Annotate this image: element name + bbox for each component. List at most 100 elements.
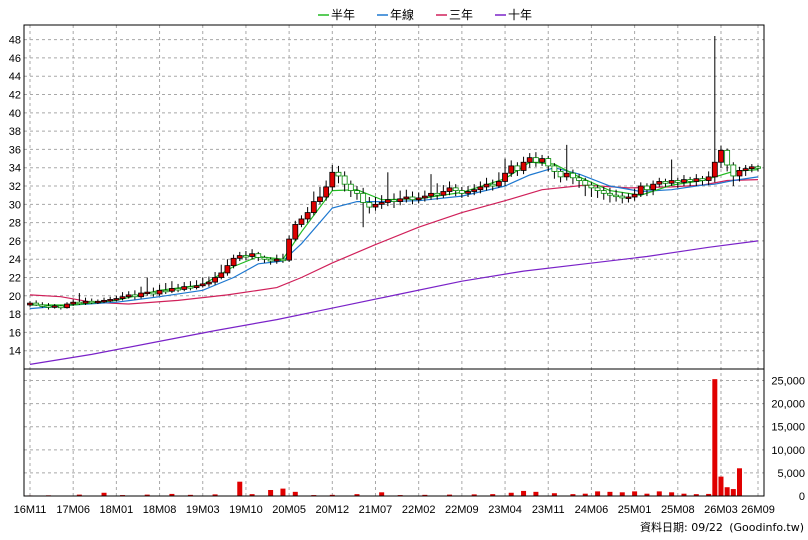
data-date-label: 資料日期: 09/22 — [640, 520, 723, 534]
candle-body — [292, 224, 299, 240]
candle-body — [489, 183, 496, 187]
volume-tick-label: 0 — [799, 491, 805, 503]
candle-body — [495, 181, 502, 187]
candle-body — [465, 191, 471, 194]
candle-body — [440, 191, 447, 196]
candle-body — [144, 291, 151, 295]
candle-body — [76, 301, 83, 305]
candle-body — [483, 183, 490, 188]
candle-body — [193, 285, 200, 288]
candle-body — [156, 289, 163, 295]
volume-bar — [693, 494, 699, 496]
candle-body — [718, 149, 724, 163]
candle-body — [674, 180, 681, 183]
candle-body — [27, 302, 33, 306]
candle-body — [372, 203, 379, 208]
candle-body — [520, 161, 527, 171]
volume-bar — [681, 493, 687, 496]
candle-body — [33, 302, 40, 306]
volume-bar — [551, 493, 557, 496]
volume-bar — [736, 468, 742, 496]
volume-axis-ticks: 0 5,000 10,000 15,000 20,000 25,000 — [771, 376, 805, 503]
date-tick-label: 25M01 — [618, 504, 652, 516]
candle-body — [175, 288, 181, 291]
candle-body — [600, 190, 607, 194]
date-tick-label: 22M02 — [402, 504, 436, 516]
volume-bar — [144, 494, 150, 496]
date-tick-label: 22M09 — [445, 504, 479, 516]
volume-tick-label: 25,000 — [771, 376, 805, 388]
candle-body — [557, 170, 564, 178]
candle-body — [607, 192, 613, 196]
volume-bar — [632, 491, 638, 496]
candle-body — [471, 189, 478, 192]
candle-body — [101, 299, 107, 303]
date-tick-label: 18M01 — [100, 504, 134, 516]
candle-body — [212, 277, 218, 283]
candle-body — [668, 180, 675, 184]
candle-body — [705, 176, 712, 181]
candle-body — [458, 190, 465, 194]
candle-body — [403, 196, 410, 200]
candle-body — [563, 172, 570, 178]
candle-body — [57, 305, 64, 309]
candle-body — [532, 157, 539, 163]
candle-body — [656, 181, 663, 185]
price-tick-label: 18 — [9, 309, 21, 321]
candle-body — [699, 178, 706, 181]
candle-body — [70, 301, 77, 305]
candle-body — [409, 196, 416, 201]
candle-body — [366, 202, 373, 208]
candle-body — [687, 179, 694, 182]
volume-bar — [329, 494, 335, 496]
candle-body — [224, 265, 231, 274]
candle-body — [82, 300, 89, 304]
candle-body — [681, 179, 687, 183]
volume-bar — [706, 493, 712, 496]
volume-bar — [718, 476, 724, 496]
date-tick-label: 23M11 — [532, 504, 565, 516]
candle-body — [662, 181, 669, 184]
date-tick-label: 20M05 — [272, 504, 306, 516]
date-tick-label: 20M12 — [315, 504, 349, 516]
candle-body — [261, 256, 268, 260]
volume-bar — [533, 491, 539, 496]
candle-body — [625, 196, 632, 199]
candle-body — [187, 286, 194, 289]
volume-bar — [268, 489, 274, 496]
candle-body — [323, 186, 330, 198]
candle-body — [693, 178, 700, 182]
candle-body — [502, 172, 508, 182]
candle-body — [354, 190, 360, 194]
candle-body — [51, 305, 58, 308]
candle-body — [477, 186, 484, 191]
candle-body — [415, 197, 422, 201]
legend: 半年 年線 三年 十年 — [318, 7, 532, 22]
price-tick-label: 30 — [9, 199, 21, 211]
candle-body — [113, 298, 120, 301]
price-tick-label: 44 — [9, 71, 21, 83]
volume-bar — [447, 494, 453, 496]
date-tick-label: 19M03 — [186, 504, 220, 516]
candle-body — [724, 149, 731, 166]
candle-body — [206, 281, 212, 285]
volume-bar — [354, 494, 360, 496]
candle-body — [199, 283, 206, 287]
candlesticks — [27, 35, 761, 310]
candle-body — [329, 171, 336, 188]
price-tick-label: 22 — [9, 273, 21, 285]
candle-body — [255, 253, 262, 258]
date-tick-label: 18M08 — [143, 504, 177, 516]
volume-bar — [212, 494, 218, 496]
volume-bar — [607, 491, 613, 496]
price-tick-label: 32 — [9, 181, 21, 193]
candle-body — [551, 165, 558, 172]
volume-bar — [644, 493, 650, 496]
candle-body — [526, 157, 533, 163]
price-tick-label: 40 — [9, 108, 21, 120]
volume-bar — [422, 494, 428, 496]
volume-bar — [237, 481, 243, 496]
candle-body — [360, 192, 367, 203]
